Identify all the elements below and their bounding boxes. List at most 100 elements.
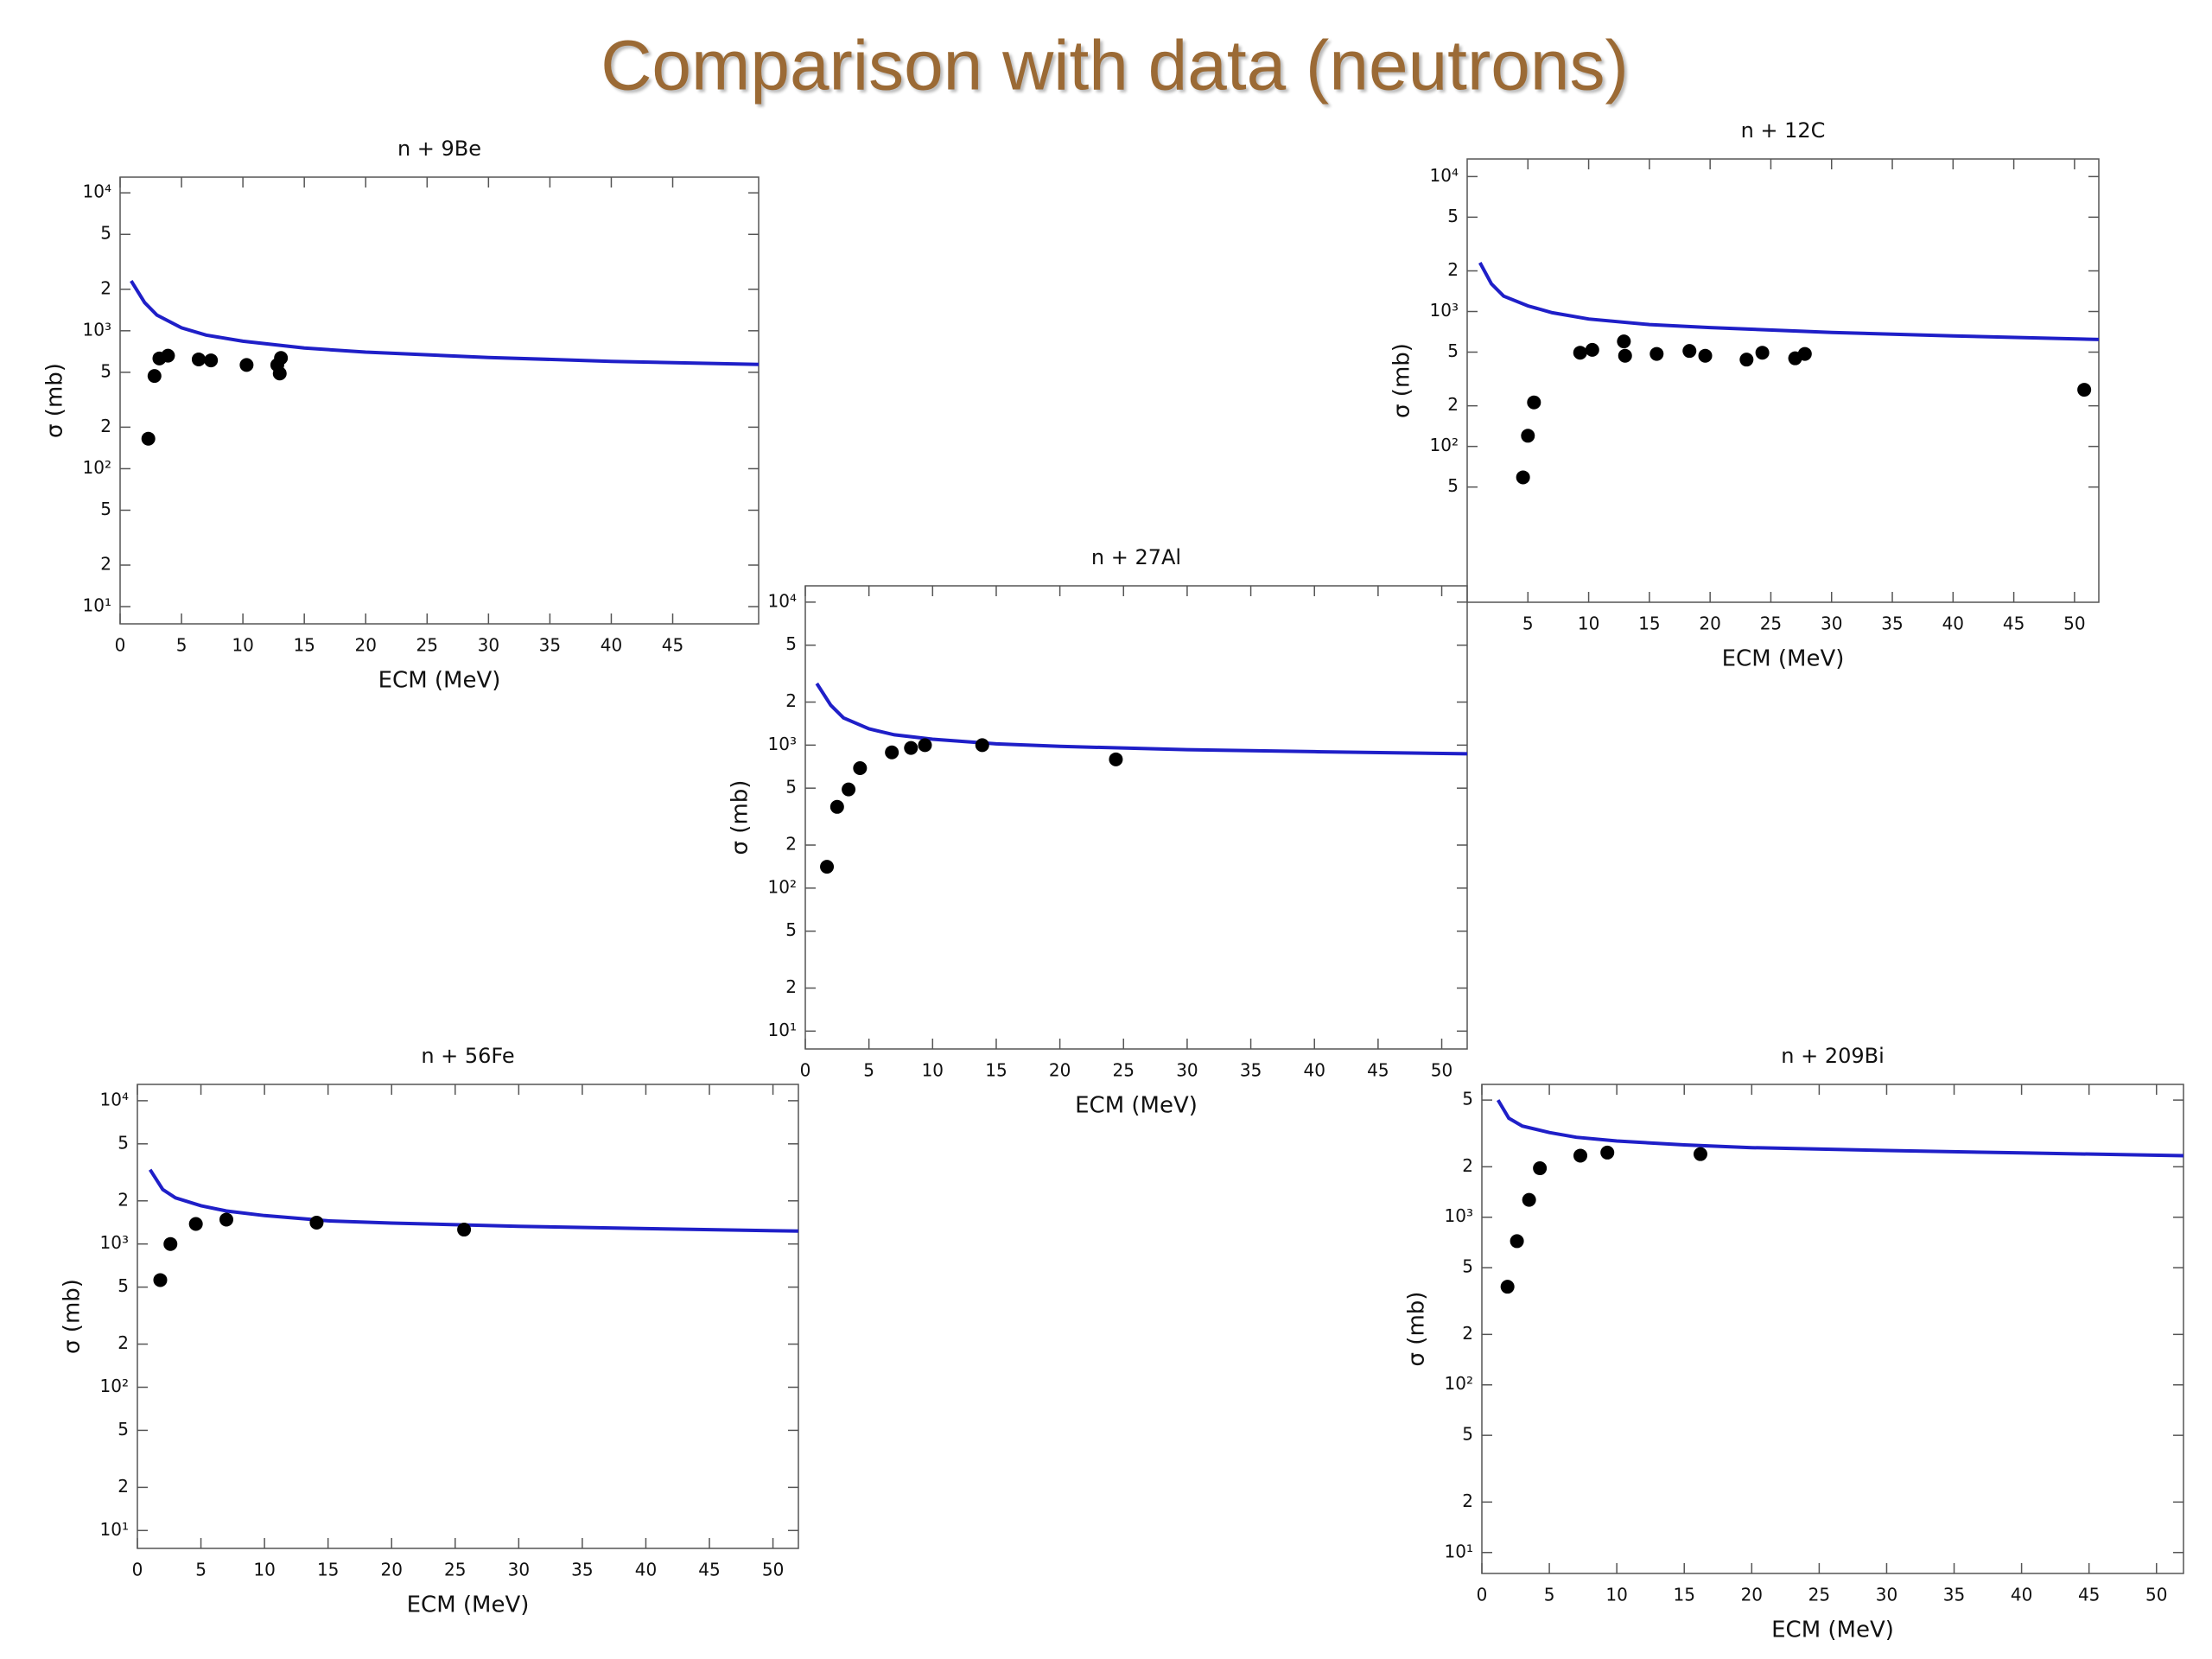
chart-title: n + 12C <box>1741 118 1826 143</box>
data-point <box>1649 346 1664 361</box>
data-point <box>1500 1280 1515 1294</box>
y-tick-label: 10² <box>83 457 111 478</box>
data-point <box>885 745 899 760</box>
x-axis-label: ECM (MeV) <box>378 668 501 694</box>
chart-title: n + 209Bi <box>1781 1044 1885 1068</box>
x-tick-label: 10 <box>232 635 253 656</box>
x-tick-label: 45 <box>1367 1060 1389 1081</box>
data-point <box>820 860 835 874</box>
y-tick-label: 5 <box>118 1132 129 1153</box>
x-tick-label: 0 <box>1477 1585 1488 1605</box>
x-tick-label: 15 <box>985 1060 1007 1081</box>
data-point <box>1600 1145 1615 1160</box>
data-point <box>2077 383 2092 397</box>
y-tick-label: 2 <box>785 976 797 997</box>
x-axis-label: ECM (MeV) <box>407 1592 530 1618</box>
data-point <box>219 1212 233 1227</box>
y-axis-label: σ (mb) <box>1389 343 1415 418</box>
x-tick-label: 15 <box>1674 1585 1695 1605</box>
y-tick-label: 5 <box>118 1419 129 1440</box>
y-tick-label: 10¹ <box>83 595 111 616</box>
data-point <box>1109 752 1123 766</box>
x-tick-label: 35 <box>571 1560 593 1580</box>
model-curve <box>1496 1099 2184 1158</box>
x-tick-label: 20 <box>1741 1585 1763 1605</box>
plot-frame <box>137 1084 799 1549</box>
data-point <box>1585 342 1599 357</box>
x-tick-label: 35 <box>1881 613 1903 634</box>
x-tick-label: 25 <box>1760 613 1782 634</box>
y-tick-label: 10⁴ <box>768 590 797 611</box>
y-tick-label: 5 <box>100 499 111 519</box>
x-tick-label: 50 <box>762 1560 784 1580</box>
y-tick-label: 5 <box>1447 340 1459 361</box>
x-tick-label: 25 <box>416 635 438 656</box>
x-tick-label: 10 <box>253 1560 275 1580</box>
x-tick-label: 30 <box>478 635 499 656</box>
x-tick-label: 30 <box>1176 1060 1198 1081</box>
x-tick-label: 35 <box>1943 1585 1965 1605</box>
y-tick-label: 5 <box>118 1275 129 1296</box>
x-tick-label: 20 <box>381 1560 403 1580</box>
plot-frame <box>1481 1084 2184 1574</box>
x-tick-label: 50 <box>2063 613 2085 634</box>
y-tick-label: 2 <box>118 1476 129 1497</box>
x-tick-label: 10 <box>1605 1585 1627 1605</box>
data-point <box>853 761 868 776</box>
y-tick-label: 5 <box>100 360 111 381</box>
data-point <box>239 358 254 372</box>
x-tick-label: 10 <box>1578 613 1599 634</box>
y-tick-label: 2 <box>785 834 797 855</box>
data-point <box>191 352 206 366</box>
data-point <box>830 799 844 814</box>
data-point <box>1573 346 1587 360</box>
y-tick-label: 2 <box>1462 1155 1473 1176</box>
data-point <box>188 1217 203 1231</box>
x-tick-label: 10 <box>922 1060 944 1081</box>
data-point <box>153 1273 168 1287</box>
data-point <box>1617 334 1631 349</box>
data-point <box>904 741 918 755</box>
data-point <box>309 1215 324 1230</box>
data-point <box>274 351 289 365</box>
x-tick-label: 35 <box>539 635 561 656</box>
y-tick-label: 2 <box>1447 394 1459 415</box>
model-curve <box>130 280 760 366</box>
data-point <box>1755 346 1770 360</box>
y-tick-label: 10¹ <box>1445 1541 1473 1561</box>
y-tick-label: 10¹ <box>100 1519 129 1540</box>
y-tick-label: 10⁴ <box>100 1089 129 1109</box>
y-tick-label: 10⁴ <box>83 181 111 202</box>
data-point <box>204 353 219 368</box>
x-tick-label: 5 <box>1544 1585 1555 1605</box>
data-point <box>1521 429 1535 443</box>
y-tick-label: 2 <box>100 277 111 298</box>
y-tick-label: 10² <box>1445 1373 1473 1394</box>
x-tick-label: 5 <box>1522 613 1534 634</box>
data-point <box>147 369 162 384</box>
x-tick-label: 25 <box>1808 1585 1830 1605</box>
y-axis-label: σ (mb) <box>728 780 753 855</box>
x-tick-label: 50 <box>1431 1060 1452 1081</box>
y-tick-label: 10¹ <box>768 1020 797 1040</box>
model-curve <box>149 1168 799 1233</box>
data-point <box>1797 346 1812 361</box>
x-tick-label: 45 <box>698 1560 720 1580</box>
y-tick-label: 2 <box>100 554 111 575</box>
x-tick-label: 25 <box>1113 1060 1135 1081</box>
data-point <box>842 782 856 797</box>
x-tick-label: 15 <box>317 1560 339 1580</box>
x-tick-label: 20 <box>1699 613 1720 634</box>
x-tick-label: 0 <box>800 1060 811 1081</box>
x-axis-label: ECM (MeV) <box>1075 1093 1198 1119</box>
data-point <box>141 431 156 446</box>
y-axis-label: σ (mb) <box>42 363 68 438</box>
y-axis-label: σ (mb) <box>60 1279 86 1354</box>
data-point <box>163 1236 178 1251</box>
data-point <box>1739 353 1754 367</box>
y-tick-label: 10³ <box>768 734 797 754</box>
